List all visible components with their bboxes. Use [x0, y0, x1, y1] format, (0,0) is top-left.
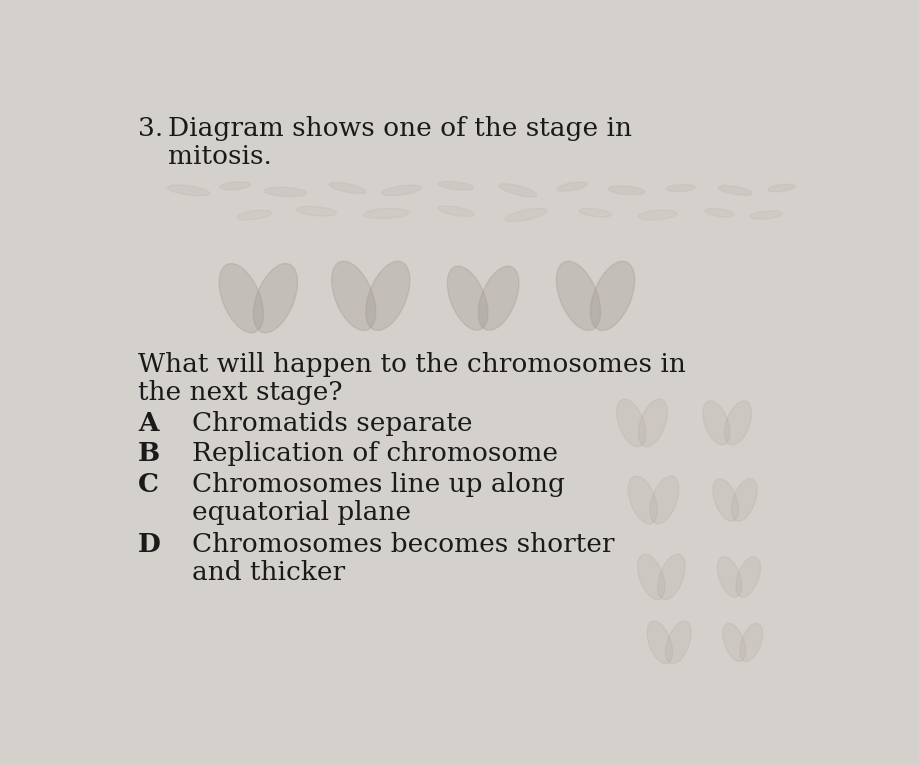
Ellipse shape: [638, 399, 666, 447]
Ellipse shape: [722, 623, 744, 662]
Text: A: A: [138, 411, 159, 435]
Ellipse shape: [499, 184, 536, 197]
Ellipse shape: [731, 479, 756, 521]
Ellipse shape: [767, 184, 794, 192]
Ellipse shape: [628, 476, 656, 524]
Ellipse shape: [607, 186, 644, 195]
Ellipse shape: [646, 621, 672, 664]
Text: 3.: 3.: [138, 116, 164, 142]
Ellipse shape: [739, 623, 762, 662]
Ellipse shape: [447, 266, 487, 330]
Ellipse shape: [253, 264, 297, 333]
Text: Chromosomes becomes shorter: Chromosomes becomes shorter: [192, 532, 614, 557]
Ellipse shape: [724, 401, 751, 445]
Text: What will happen to the chromosomes in: What will happen to the chromosomes in: [138, 352, 686, 377]
Ellipse shape: [437, 206, 474, 216]
Ellipse shape: [650, 476, 678, 524]
Ellipse shape: [665, 621, 690, 664]
Ellipse shape: [637, 554, 664, 600]
Ellipse shape: [381, 185, 421, 196]
Ellipse shape: [366, 261, 410, 330]
Text: B: B: [138, 441, 160, 467]
Text: Chromosomes line up along: Chromosomes line up along: [192, 472, 565, 497]
Text: Replication of chromosome: Replication of chromosome: [192, 441, 558, 467]
Ellipse shape: [329, 182, 366, 194]
Text: and thicker: and thicker: [192, 560, 346, 585]
Text: C: C: [138, 472, 159, 497]
Ellipse shape: [590, 261, 634, 330]
Ellipse shape: [220, 181, 250, 190]
Ellipse shape: [556, 182, 587, 191]
Text: the next stage?: the next stage?: [138, 379, 343, 405]
Ellipse shape: [556, 261, 600, 330]
Ellipse shape: [505, 208, 546, 222]
Text: mitosis.: mitosis.: [167, 144, 271, 169]
Ellipse shape: [717, 557, 741, 597]
Ellipse shape: [264, 187, 306, 197]
Ellipse shape: [702, 401, 729, 445]
Ellipse shape: [735, 557, 760, 597]
Text: Diagram shows one of the stage in: Diagram shows one of the stage in: [167, 116, 631, 142]
Ellipse shape: [712, 479, 738, 521]
Ellipse shape: [638, 210, 676, 220]
Ellipse shape: [616, 399, 645, 447]
Ellipse shape: [237, 210, 271, 220]
Ellipse shape: [704, 208, 733, 217]
Ellipse shape: [665, 184, 695, 191]
Text: Chromatids separate: Chromatids separate: [192, 411, 472, 435]
Ellipse shape: [717, 186, 752, 195]
Text: equatorial plane: equatorial plane: [192, 500, 411, 525]
Ellipse shape: [219, 264, 263, 333]
Ellipse shape: [657, 554, 685, 600]
Ellipse shape: [579, 208, 611, 217]
Ellipse shape: [167, 185, 210, 196]
Ellipse shape: [296, 207, 336, 216]
Ellipse shape: [438, 181, 473, 190]
Ellipse shape: [749, 211, 781, 220]
Ellipse shape: [331, 261, 375, 330]
Ellipse shape: [478, 266, 518, 330]
Ellipse shape: [363, 208, 408, 219]
Text: D: D: [138, 532, 161, 557]
